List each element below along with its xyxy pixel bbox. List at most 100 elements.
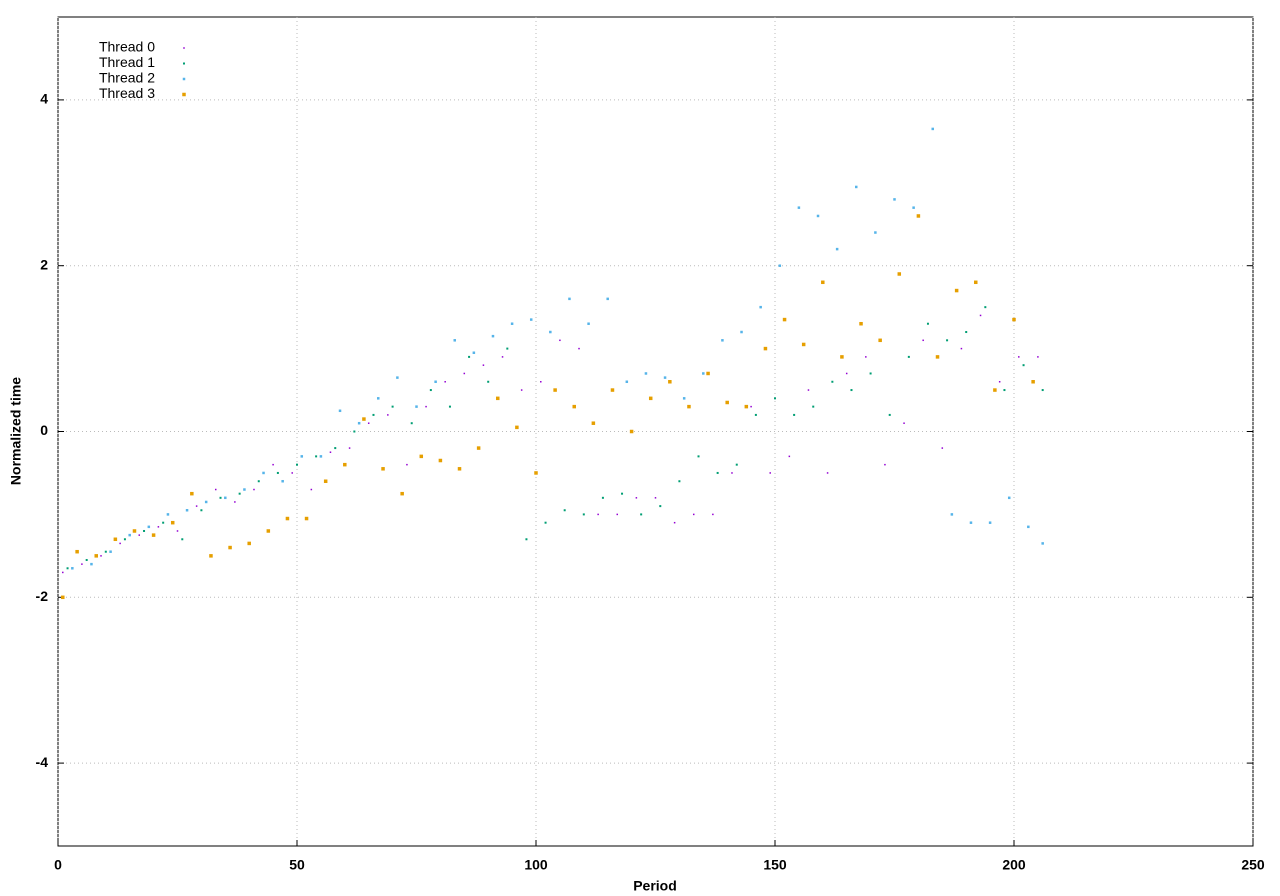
y-axis-label: Normalized time [8,377,24,485]
point [549,330,552,334]
point [94,554,98,558]
point [132,529,137,533]
point [323,479,328,483]
point [568,297,571,301]
point [644,372,648,375]
point [754,413,757,416]
point [721,339,724,342]
point [869,372,872,375]
point [926,322,929,325]
point [224,496,227,500]
point [801,342,806,347]
point [797,206,801,209]
x-axis-label: Period [633,878,677,894]
point [763,346,768,351]
legend-marker [183,47,185,49]
point [769,472,771,474]
point [329,451,332,453]
point [90,562,93,566]
point [706,371,710,376]
point [238,492,241,495]
point [998,381,1001,383]
point [219,496,222,499]
point [214,488,217,491]
point [338,409,342,413]
point [262,471,265,475]
point [884,463,886,466]
point [487,380,490,383]
point [534,471,538,475]
point [247,541,251,546]
point [965,331,968,334]
point [204,500,208,504]
point [635,497,638,499]
point [448,405,451,408]
point [1041,389,1044,392]
point [682,397,686,400]
point [296,463,298,466]
point [865,356,867,358]
legend-label: Thread 2 [99,70,155,86]
point [119,542,121,545]
point [113,537,118,542]
point [648,396,653,401]
point [610,388,615,392]
point [468,355,471,358]
point [831,380,834,383]
point [960,347,963,350]
point [176,530,179,532]
point [143,529,146,532]
point [692,513,695,516]
legend-label: Thread 3 [99,85,155,101]
point [750,405,752,408]
point [687,404,691,409]
point [381,467,385,471]
y-tick-label: 4 [40,91,48,107]
point [357,421,361,425]
point [228,545,232,550]
point [663,376,667,379]
point [712,513,714,516]
point [348,447,351,449]
point [659,505,662,508]
point [821,280,825,285]
y-tick-label: -4 [36,754,49,770]
point [740,330,743,334]
point [931,127,934,131]
point [916,214,921,218]
point [334,447,337,450]
point [181,538,184,541]
point [66,567,69,570]
point [372,413,375,416]
point [1012,317,1016,322]
point [444,381,446,383]
point [434,380,437,384]
x-tick-label: 250 [1241,857,1265,873]
point [472,351,476,354]
point [400,491,404,496]
point [1003,389,1006,392]
point [234,501,236,503]
point [304,516,309,521]
point [553,388,557,392]
point [272,463,274,466]
point [1037,356,1039,358]
point [544,521,547,524]
point [429,389,432,392]
point [941,447,944,449]
point [807,389,810,391]
point [855,185,858,189]
point [950,513,954,516]
point [510,322,514,325]
point [572,404,576,409]
point [744,404,749,409]
point [453,339,456,342]
point [266,529,271,533]
point [482,364,485,366]
point [71,567,74,570]
y-tick-label: -2 [36,588,49,604]
point [826,472,829,474]
point [315,455,318,458]
point [1022,364,1025,367]
